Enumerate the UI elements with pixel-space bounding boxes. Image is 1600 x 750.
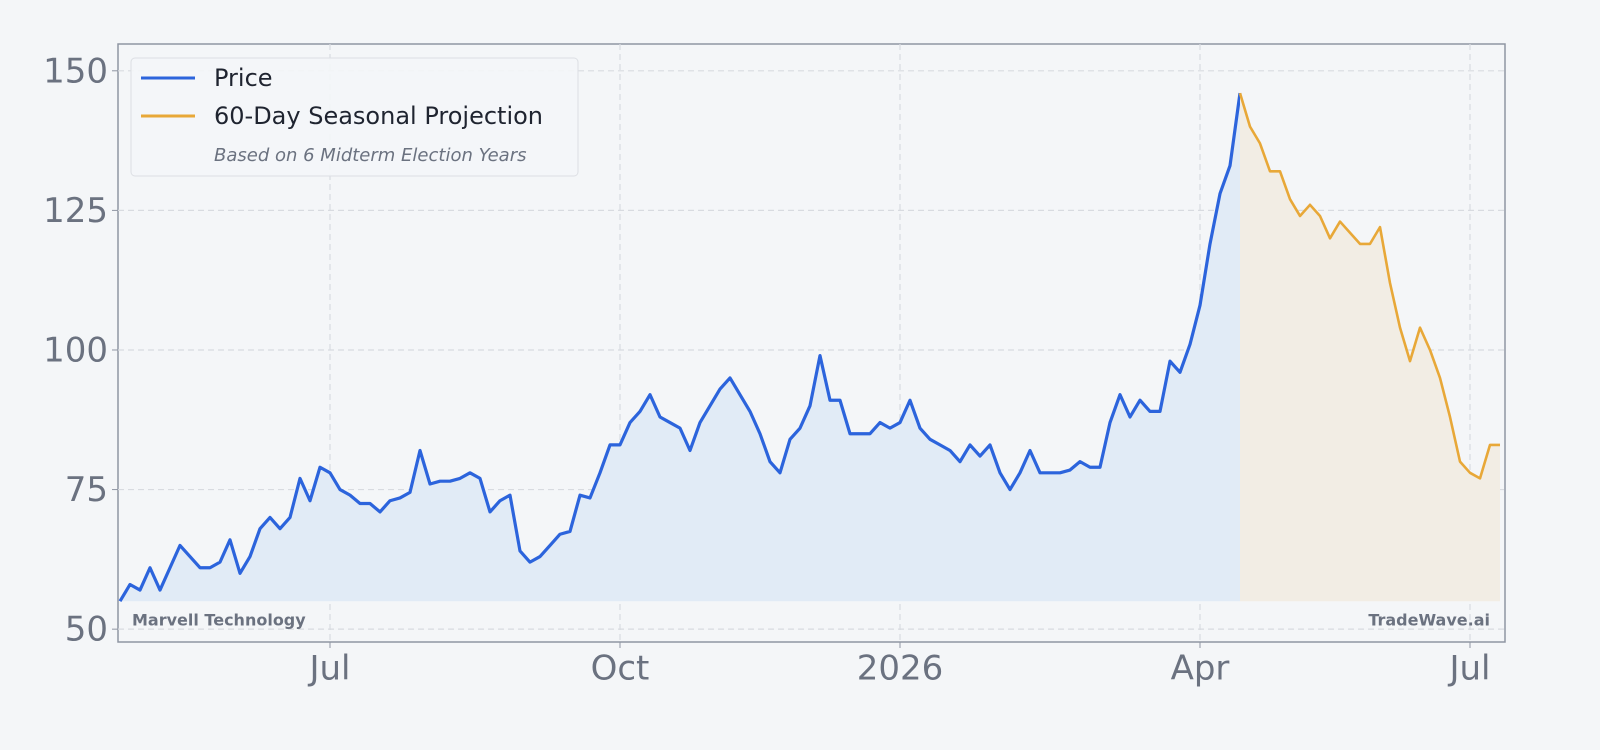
x-tick-label: 2026: [857, 649, 944, 689]
y-tick-label: 125: [43, 191, 108, 231]
series-line: [1238, 92, 1500, 480]
legend-label: Price: [214, 64, 273, 92]
y-tick-label: 100: [43, 330, 108, 370]
x-tick-label: Apr: [1171, 649, 1230, 689]
legend: Price 60-Day Seasonal Projection Based o…: [130, 57, 579, 177]
y-tick-label: 50: [65, 610, 108, 650]
series-line: [118, 92, 1242, 603]
y-tick-label: 150: [43, 51, 108, 91]
legend-label: 60-Day Seasonal Projection: [214, 102, 543, 130]
watermark: Marvell Technology: [132, 611, 306, 630]
area: [120, 93, 1240, 602]
x-tick-label: Jul: [307, 649, 350, 689]
x-tick-label: Oct: [591, 649, 650, 689]
area: [1240, 93, 1500, 602]
y-tick-label: 75: [65, 470, 108, 510]
legend-note: Based on 6 Midterm Election Years: [214, 145, 527, 166]
watermark: TradeWave.ai: [1368, 611, 1490, 630]
plot-layer: 50 75 100 125 150 Jul Oct 2026 Apr Jul: [43, 44, 1505, 689]
legend-box: [130, 57, 579, 177]
x-tick-label: Jul: [1447, 649, 1490, 689]
